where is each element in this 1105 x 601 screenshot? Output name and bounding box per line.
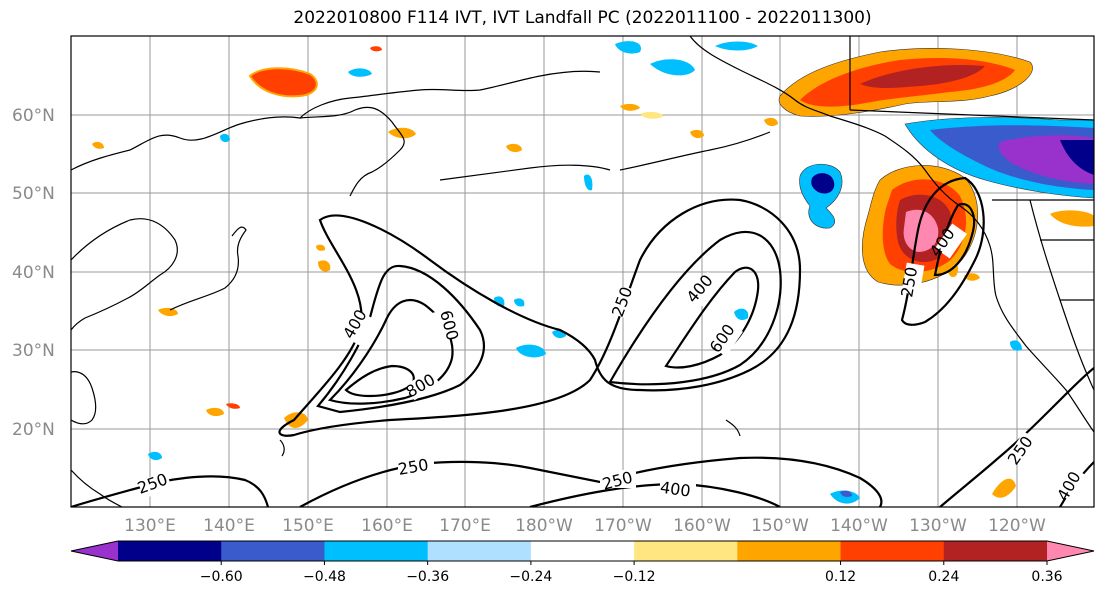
- alaska-positive-max: [860, 64, 985, 88]
- colorbar-tick-label: −0.12: [613, 569, 656, 585]
- contour-250-south-west: [71, 475, 270, 507]
- lon-label: 170°W: [594, 516, 652, 536]
- contour-250-west: [278, 198, 802, 437]
- contour-250-se: [939, 367, 1094, 507]
- contour-400-east: [608, 230, 782, 386]
- pc-shading: [92, 41, 1094, 504]
- lon-label: 160°E: [361, 516, 413, 536]
- lat-label: 40°N: [12, 263, 55, 283]
- map-title: 2022010800 F114 IVT, IVT Landfall PC (20…: [293, 8, 872, 28]
- colorbar-ticks: −0.60−0.48−0.36−0.24−0.120.120.240.360.4…: [200, 561, 1063, 585]
- lon-label: 140°E: [203, 516, 255, 536]
- colorbar-segment: [118, 541, 222, 561]
- colorbar-tick-label: 0.36: [1031, 569, 1062, 585]
- colorbar-segment: [943, 541, 1048, 561]
- lon-labels: 130°E 140°E 150°E 160°E 170°E 180°W 170°…: [124, 516, 1046, 536]
- lon-label: 140°W: [830, 516, 888, 536]
- lon-label: 120°W: [988, 516, 1046, 536]
- colorbar-outline: [70, 540, 1095, 562]
- lat-label: 50°N: [12, 184, 55, 204]
- colorbar-segment: [427, 541, 532, 561]
- contour-label: 400: [659, 478, 692, 501]
- lon-label: 150°W: [751, 516, 809, 536]
- colorbar-extend-low: [71, 541, 118, 561]
- colorbar-tick-label: −0.60: [200, 569, 243, 585]
- contour-250-coast: [900, 176, 985, 326]
- lon-label: 160°W: [673, 516, 731, 536]
- colorbar-segment: [221, 541, 325, 561]
- colorbar-extend-high: [1047, 541, 1094, 561]
- colorbar-tick-label: −0.36: [406, 569, 449, 585]
- lat-label: 20°N: [12, 420, 55, 440]
- colorbar-segment: [840, 541, 945, 561]
- colorbar: [70, 540, 1095, 562]
- coastlines: [71, 36, 1094, 507]
- colorbar-segment: [634, 541, 738, 561]
- map-border: [70, 35, 1095, 508]
- lon-label: 130°E: [124, 516, 176, 536]
- contour-600-east: [664, 266, 760, 369]
- lon-label: 150°E: [282, 516, 334, 536]
- lon-label: 130°W: [909, 516, 967, 536]
- colorbar-segment: [324, 541, 429, 561]
- colorbar-tick-label: 0.12: [825, 569, 856, 585]
- colorbar-segment: [530, 541, 635, 561]
- colorbar-tick-label: −0.24: [509, 569, 552, 585]
- lat-labels: 60°N 50°N 40°N 30°N 20°N: [12, 106, 55, 440]
- colorbar-tick-label: 0.24: [928, 569, 959, 585]
- lat-label: 60°N: [12, 106, 55, 126]
- lat-label: 30°N: [12, 341, 55, 361]
- lon-label: 170°E: [439, 516, 491, 536]
- colorbar-tick-label: −0.48: [303, 569, 346, 585]
- lon-label: 180°W: [515, 516, 573, 536]
- colorbar-segment: [737, 541, 842, 561]
